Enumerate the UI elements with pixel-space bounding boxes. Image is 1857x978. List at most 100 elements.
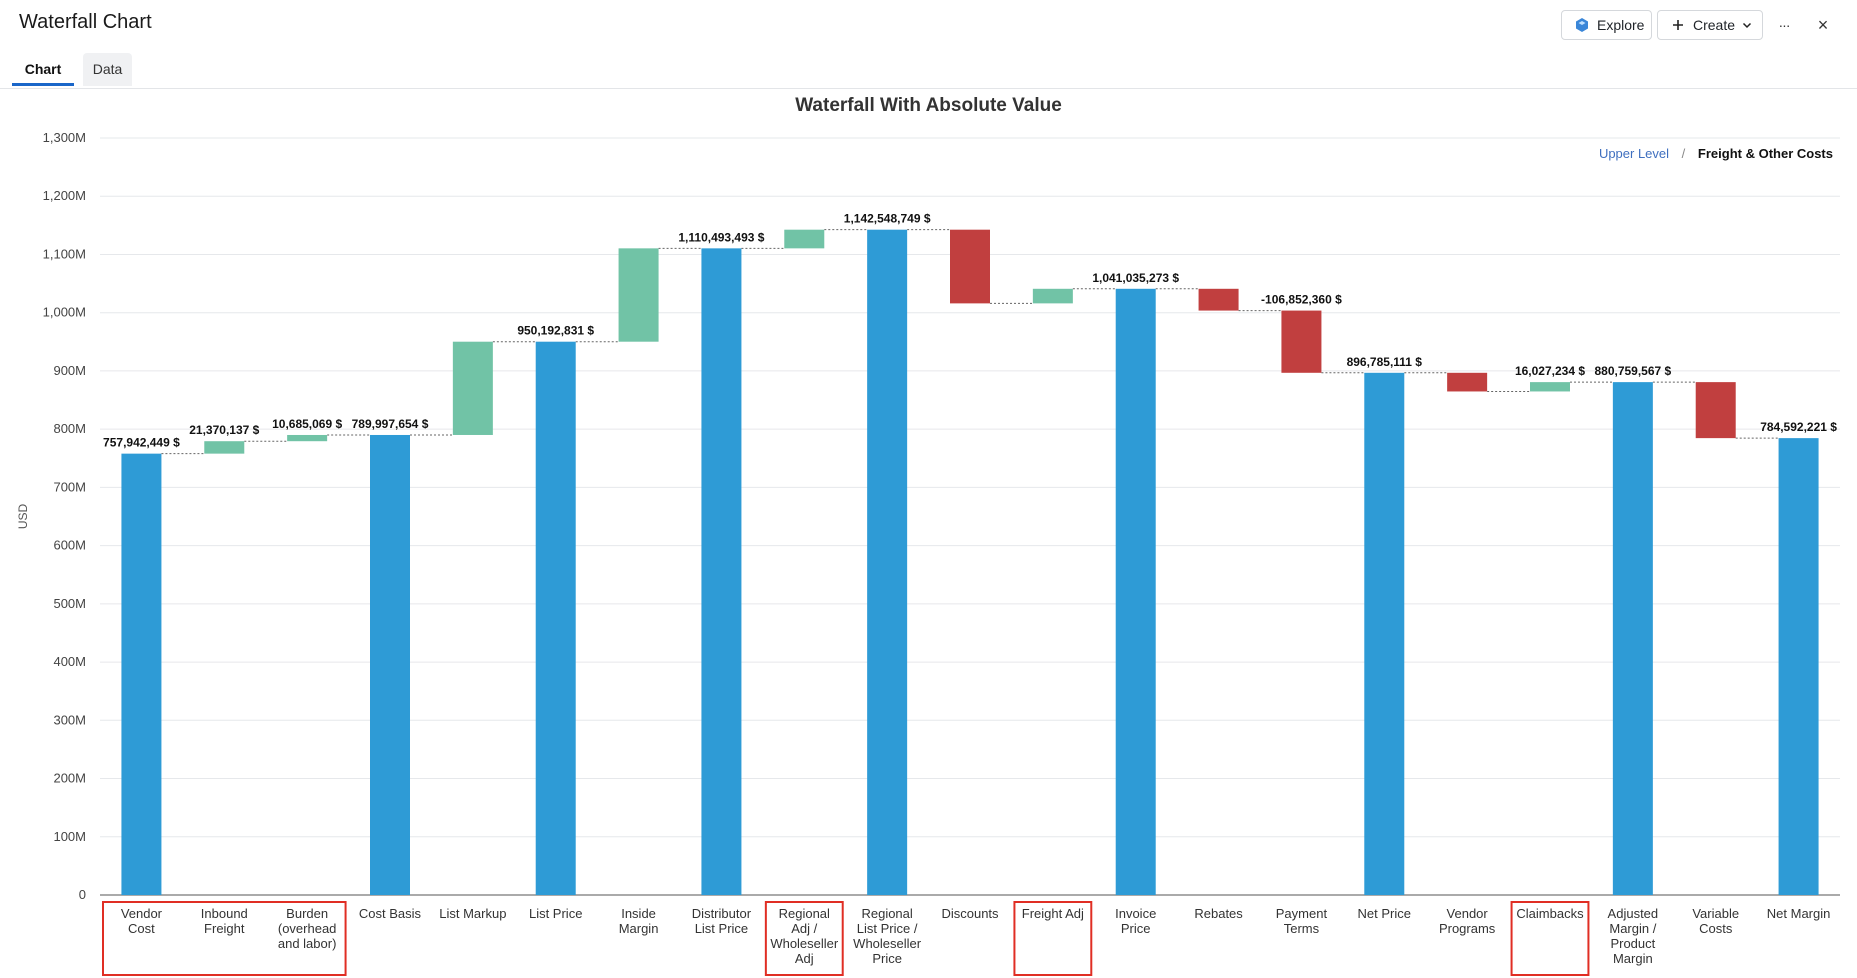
x-category-label: List Price [529,906,582,921]
x-category-label: Invoice [1115,906,1156,921]
bar-increase [784,229,825,249]
more-icon: ··· [1778,17,1791,33]
x-category-label: Wholeseller [770,936,839,951]
bar-total [1115,288,1156,896]
x-category-label: Discounts [941,906,999,921]
explore-label: Explore [1597,17,1645,33]
x-category-label: List Price [695,921,748,936]
explore-button[interactable]: Explore [1561,10,1652,40]
bar-total [121,453,162,895]
breadcrumb: Upper Level / Freight & Other Costs [1599,146,1833,161]
bar-increase [1530,382,1570,392]
y-tick-label: 1,300M [43,130,86,145]
tab-chart[interactable]: Chart [12,53,74,86]
bar-total [701,248,742,896]
bar-total [867,229,908,896]
y-tick-label: 400M [53,654,86,669]
x-category-label: List Price / [857,921,918,936]
data-label: 1,110,493,493 $ [678,230,764,244]
x-category-label: Freight Adj [1022,906,1084,921]
tab-data[interactable]: Data [83,53,132,86]
plus-icon [1670,17,1686,33]
data-label: -106,852,360 $ [1261,293,1342,307]
x-category-label: Margin [619,921,659,936]
more-options-button[interactable]: ··· [1772,12,1796,38]
x-category-label: Margin [1613,951,1653,966]
data-label: 950,192,831 $ [517,324,594,338]
x-category-label: Costs [1699,921,1733,936]
close-button[interactable]: × [1811,12,1835,38]
bar-total [370,434,410,895]
bar-increase [287,434,328,442]
bar-decrease [1695,382,1736,439]
x-category-label: Freight [204,921,245,936]
x-category-label: Regional [861,906,912,921]
x-category-label: Programs [1439,921,1496,936]
x-category-label: Claimbacks [1516,906,1584,921]
create-button[interactable]: Create [1657,10,1763,40]
data-label: 757,942,449 $ [103,436,180,450]
bar-total [1612,382,1653,895]
tab-divider [0,88,1857,89]
x-category-label: Inside [621,906,656,921]
x-category-label: Product [1610,936,1655,951]
data-label: 21,370,137 $ [189,423,259,437]
x-category-label: Payment [1276,906,1328,921]
data-label: 896,785,111 $ [1347,355,1423,369]
page-title: Waterfall Chart [19,11,152,33]
x-category-label: Distributor [692,906,752,921]
breadcrumb-current: Freight & Other Costs [1697,146,1833,161]
breadcrumb-separator: / [1681,146,1686,161]
x-category-label: Cost Basis [359,906,422,921]
header-bar: Waterfall Chart Explore Create ··· × [0,0,1857,50]
bar-decrease [1447,372,1488,392]
x-category-label: Terms [1284,921,1320,936]
data-label: 880,759,567 $ [1594,364,1671,378]
y-tick-label: 900M [53,363,86,378]
data-label: 784,592,221 $ [1760,420,1837,434]
x-category-label: Vendor [121,906,163,921]
x-category-label: Net Margin [1767,906,1831,921]
highlight-box [102,901,347,976]
bar-total [1364,372,1405,895]
bar-increase [618,248,659,342]
y-tick-label: 700M [53,479,86,494]
data-label: 16,027,234 $ [1515,364,1585,378]
bar-increase [1032,288,1073,304]
y-tick-label: 0 [79,887,86,902]
highlight-box [1013,901,1093,976]
breadcrumb-parent-link[interactable]: Upper Level [1598,146,1670,161]
bar-increase [204,441,245,454]
bar-increase [452,341,493,435]
x-category-label: (overhead [278,921,337,936]
x-category-label: Price [872,951,902,966]
y-axis-label: USD [16,504,30,530]
bar-decrease [950,229,990,304]
bar-total [1778,438,1819,895]
x-category-label: List Markup [439,906,506,921]
y-tick-label: 200M [53,771,86,786]
explore-icon [1574,17,1590,33]
x-category-label: Price [1121,921,1151,936]
x-category-label: Vendor [1447,906,1489,921]
y-tick-label: 500M [53,596,86,611]
x-category-label: Burden [286,906,328,921]
highlight-box [1510,901,1590,976]
create-label: Create [1693,17,1736,33]
data-label: 10,685,069 $ [272,417,342,431]
y-tick-label: 600M [53,538,86,553]
bar-decrease [1198,288,1239,311]
x-category-label: Wholeseller [853,936,922,951]
bar-decrease [1281,310,1322,373]
y-tick-label: 1,100M [43,246,86,261]
y-tick-label: 300M [53,712,86,727]
highlight-box [764,901,844,976]
x-category-label: Rebates [1194,906,1243,921]
x-category-label: Margin / [1609,921,1656,936]
x-category-label: Inbound [201,906,248,921]
chevron-down-icon [1742,20,1752,30]
x-category-label: and labor) [278,936,337,951]
x-category-label: Net Price [1358,906,1411,921]
x-category-label: Adjusted [1608,906,1659,921]
